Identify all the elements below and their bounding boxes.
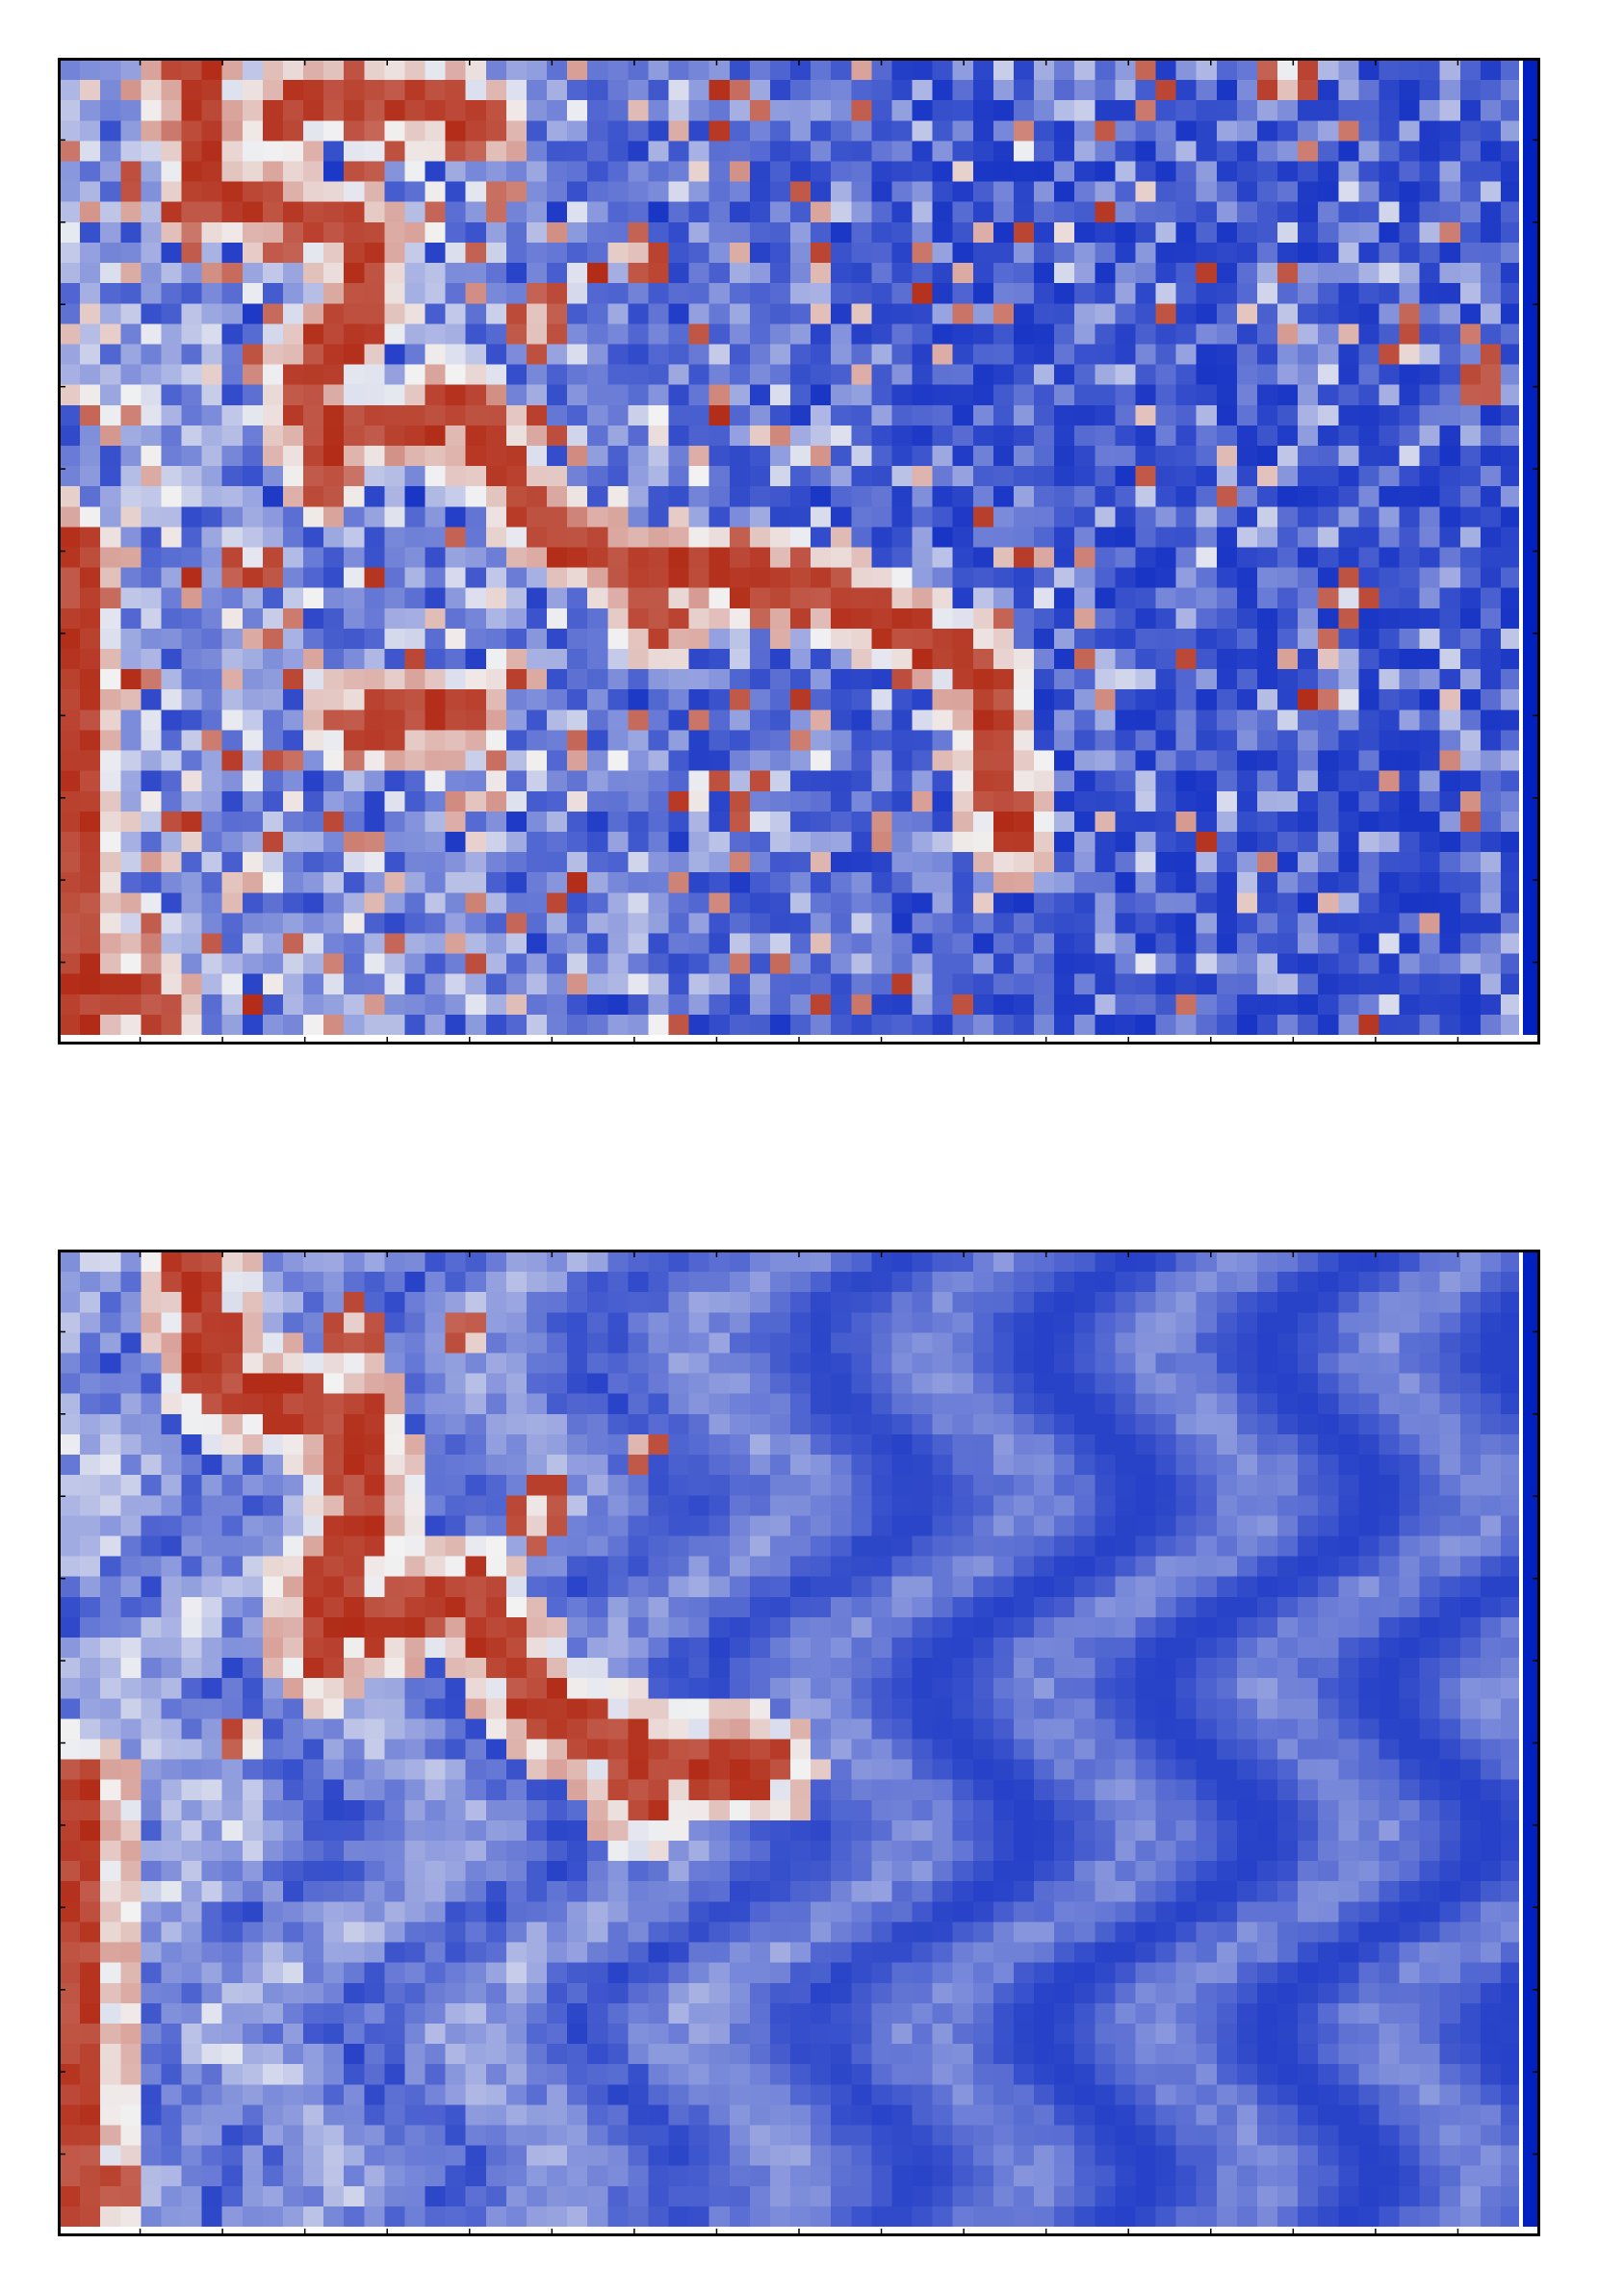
heatmap-edge-gap [1519,1251,1523,2234]
heatmap-panel-top [58,58,1540,1045]
heatmap-top-axes-frame [58,58,1540,1045]
heatmap-image-bottom [60,1251,1521,2227]
heatmap-bottom-axes-frame [58,1250,1540,2236]
heatmap-edge-gap [1519,60,1523,1043]
heatmap-frame-top [58,58,1540,1045]
heatmap-edge-column [1521,1251,1538,2234]
heatmap-panel-bottom [58,1250,1540,2236]
heatmap-image-top [60,60,1521,1035]
heatmap-frame-bottom [58,1250,1540,2236]
heatmap-edge-column [1521,60,1538,1043]
